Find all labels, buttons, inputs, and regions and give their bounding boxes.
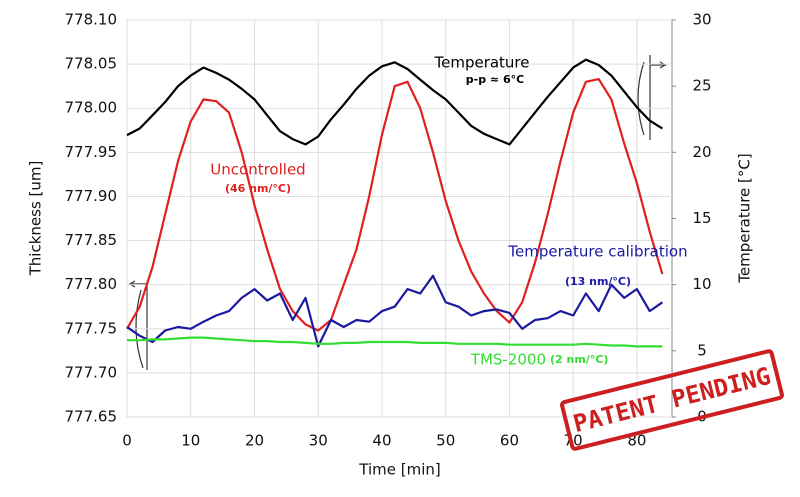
series-line <box>126 274 664 348</box>
y-tick-label: 778.10 <box>65 11 118 29</box>
series-line <box>127 336 663 348</box>
x-tick-label: 30 <box>309 432 328 450</box>
y2-tick-label: 30 <box>692 11 711 29</box>
annotation: (46 nm/°C) <box>225 182 291 195</box>
right-axis-arrow <box>637 55 668 140</box>
y-tick-label: 778.05 <box>65 55 118 73</box>
annotation: (13 nm/°C) <box>565 275 631 288</box>
series-label: TMS-2000 <box>470 351 546 369</box>
y2-tick-label: 25 <box>692 77 711 95</box>
series-label: Temperature calibration <box>507 243 687 261</box>
y2-axis-label: Temperature [°C] <box>736 153 754 283</box>
left-axis-arrow <box>127 280 148 370</box>
axis-arrows <box>127 55 668 370</box>
y2-tick-label: 5 <box>697 341 707 359</box>
series-line <box>126 58 663 146</box>
stamp-border <box>560 349 784 451</box>
y-tick-label: 777.90 <box>65 187 118 205</box>
y-axis-label: Thickness [um] <box>27 161 45 277</box>
y2-tick-label: 20 <box>692 143 711 161</box>
y2-tick-label: 10 <box>692 275 711 293</box>
y-tick-label: 777.65 <box>65 408 118 426</box>
series-label: Uncontrolled <box>210 161 305 179</box>
x-tick-label: 60 <box>500 432 519 450</box>
y-tick-label: 778.00 <box>65 99 118 117</box>
x-tick-label: 20 <box>245 432 264 450</box>
annotation: (2 nm/°C) <box>550 353 608 366</box>
x-tick-label: 0 <box>122 432 132 450</box>
x-tick-label: 10 <box>181 432 200 450</box>
x-tick-label: 50 <box>436 432 455 450</box>
y-tick-label: 777.95 <box>65 143 118 161</box>
x-axis-label: Time [min] <box>358 461 440 479</box>
series-label: Temperature <box>433 54 529 72</box>
y-tick-label: 777.80 <box>65 275 118 293</box>
y-tick-label: 777.70 <box>65 363 118 381</box>
y2-tick-label: 15 <box>692 209 711 227</box>
annotation: p-p ≈ 6°C <box>466 73 524 86</box>
y-tick-label: 777.75 <box>65 319 118 337</box>
series-line <box>126 78 664 332</box>
y-tick-label: 777.85 <box>65 231 118 249</box>
x-tick-label: 40 <box>372 432 391 450</box>
